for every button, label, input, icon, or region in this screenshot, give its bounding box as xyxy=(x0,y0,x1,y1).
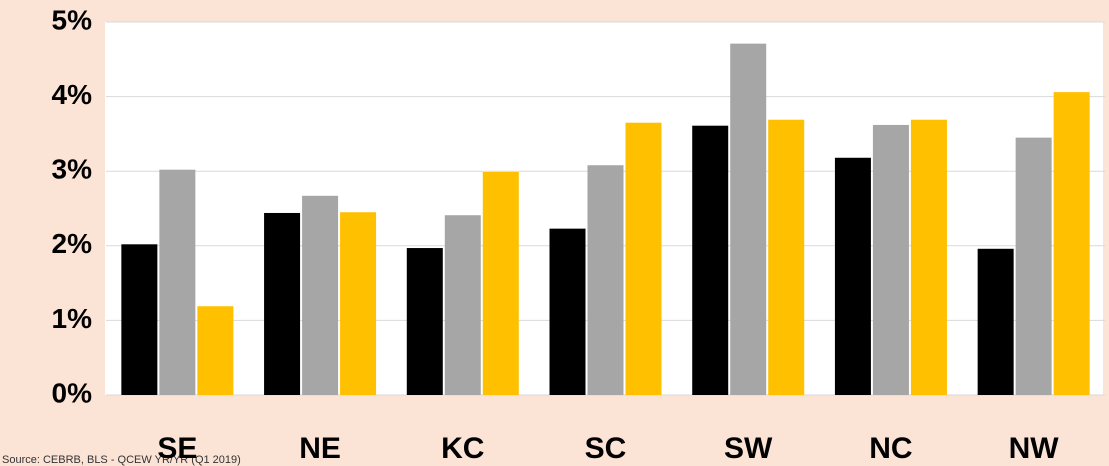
bar xyxy=(197,306,234,395)
bar xyxy=(302,195,339,395)
bar xyxy=(340,212,377,395)
bar xyxy=(121,244,158,395)
bar xyxy=(730,43,767,395)
source-note: Source: CEBRB, BLS - QCEW YR/YR (Q1 2019… xyxy=(2,454,241,466)
y-tick-label: 3% xyxy=(52,154,93,185)
bar xyxy=(444,215,481,395)
y-tick-label: 5% xyxy=(52,4,93,35)
bar xyxy=(768,119,805,395)
bar xyxy=(159,169,196,395)
x-tick-label: NW xyxy=(1009,432,1060,465)
bar xyxy=(910,119,947,395)
bar xyxy=(692,125,729,395)
bar xyxy=(1053,92,1090,396)
bar xyxy=(872,124,909,395)
bar xyxy=(406,248,443,395)
bar xyxy=(977,248,1014,395)
x-tick-label: SE xyxy=(157,432,197,465)
y-tick-label: 0% xyxy=(52,377,93,408)
x-tick-label: SC xyxy=(585,432,627,465)
y-tick-label: 1% xyxy=(52,303,93,334)
bar xyxy=(834,157,871,395)
x-tick-label: NC xyxy=(869,432,912,465)
y-tick-label: 4% xyxy=(52,79,93,110)
x-tick-label: KC xyxy=(441,432,484,465)
bar xyxy=(587,165,624,395)
bar xyxy=(1015,137,1052,395)
x-tick-label: SW xyxy=(724,432,773,465)
y-tick-label: 2% xyxy=(52,228,93,259)
bar xyxy=(264,212,301,395)
bar xyxy=(482,171,519,395)
bar xyxy=(625,122,662,396)
x-tick-label: NE xyxy=(299,432,341,465)
bar xyxy=(549,228,586,395)
